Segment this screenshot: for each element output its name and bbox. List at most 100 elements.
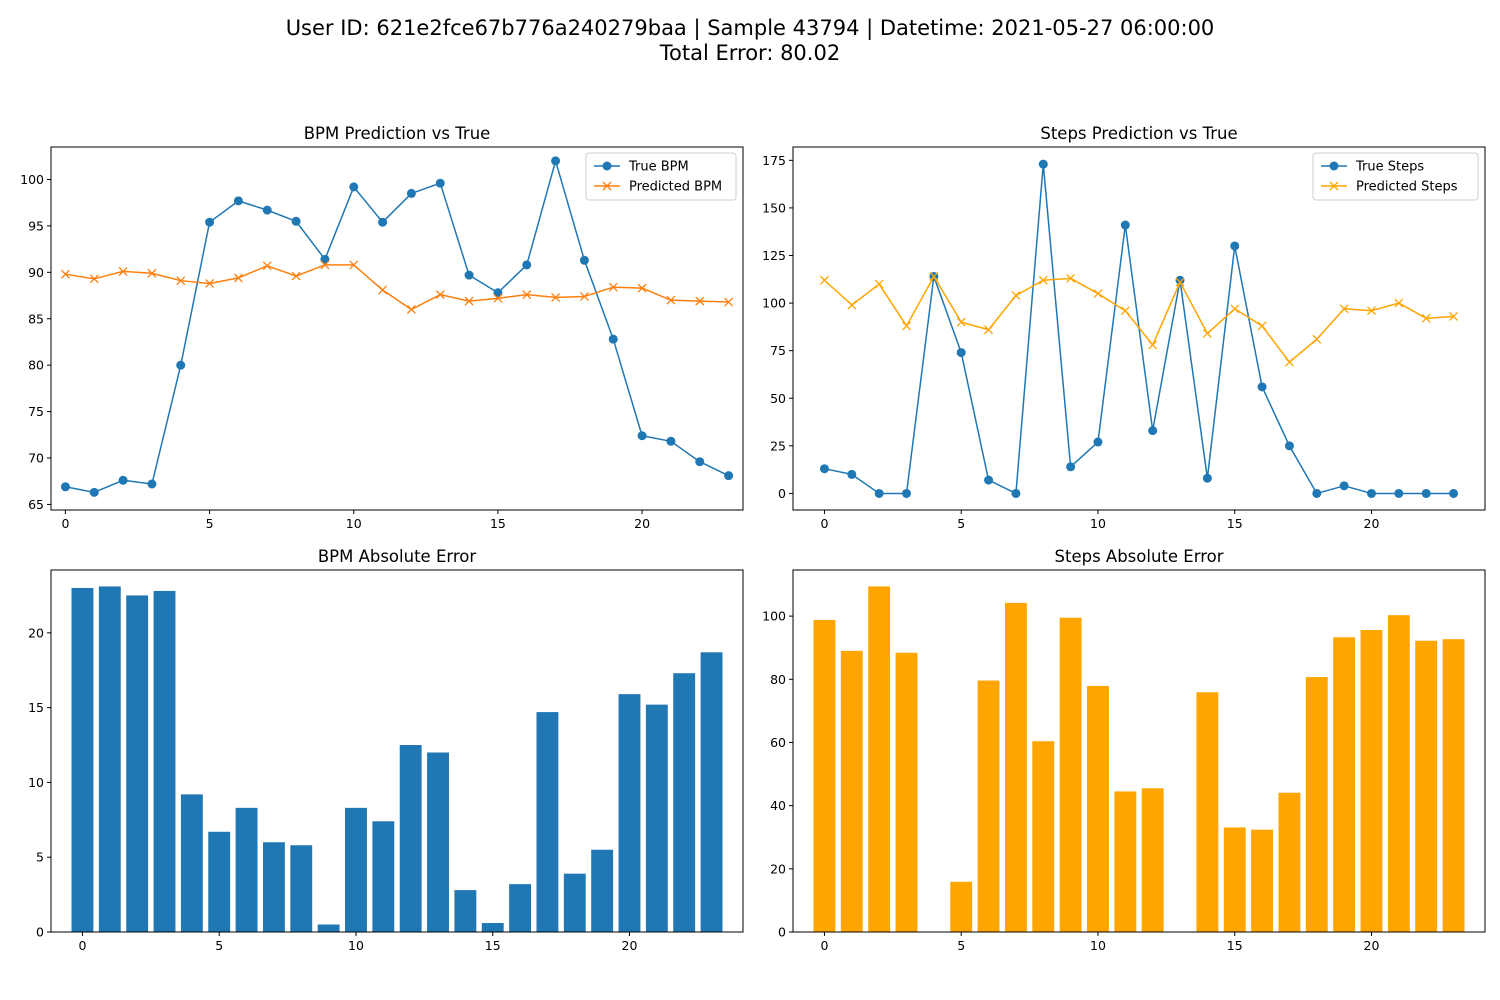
series-line: [65, 160, 729, 494]
bar: [262, 842, 285, 932]
panel-bpm-err: BPM Absolute Error 0 5 10 15 20 0 5 10 15 20: [28, 547, 744, 953]
legend-marker: [602, 161, 612, 171]
data-point: [1449, 311, 1459, 321]
legend-marker: [1329, 181, 1339, 191]
data-point: [847, 469, 857, 479]
x-tick-label: 20: [1364, 938, 1380, 953]
data-point: [291, 216, 301, 226]
data-point: [320, 260, 330, 270]
data-point: [819, 275, 829, 285]
data-point: [262, 205, 272, 215]
bar: [977, 680, 1000, 932]
data-point: [1066, 462, 1076, 472]
data-point: [819, 464, 829, 474]
bar: [1442, 639, 1465, 932]
data-point: [147, 479, 157, 489]
y-tick-label: 100: [20, 172, 44, 187]
bar: [618, 694, 641, 932]
figure-title-line1: User ID: 621e2fce67b776a240279baa | Samp…: [285, 16, 1215, 40]
data-point: [464, 296, 474, 306]
axes-frame: [792, 146, 1486, 511]
bar: [1360, 630, 1383, 932]
data-point: [378, 217, 388, 227]
y-tick-label: 0: [778, 486, 786, 501]
data-point: [89, 487, 99, 497]
data-point: [1011, 488, 1021, 498]
bar: [235, 807, 258, 932]
x-tick-label: 15: [1227, 938, 1243, 953]
panel-steps-err: Steps Absolute Error 0 5 10 15 20 0 20 40 60 80 100: [762, 547, 1486, 953]
x-tick-label: 15: [485, 938, 501, 953]
data-point: [435, 290, 445, 300]
data-point: [956, 317, 966, 327]
x-tick-label: 0: [820, 516, 828, 531]
data-point: [1367, 306, 1376, 316]
y-tick-label: 60: [770, 735, 786, 750]
y-tick-label: 75: [770, 343, 786, 358]
legend-label: Predicted BPM: [629, 180, 722, 195]
data-point: [1093, 437, 1103, 447]
data-point: [1394, 488, 1404, 498]
data-point: [608, 334, 618, 344]
bar: [1114, 791, 1137, 932]
data-point: [1284, 441, 1294, 451]
bar: [1032, 741, 1055, 932]
y-tick-label: 20: [770, 861, 786, 876]
data-point: [1230, 304, 1240, 314]
y-tick-label: 15: [28, 700, 44, 715]
bar: [591, 849, 614, 932]
panel-title: Steps Absolute Error: [1055, 547, 1224, 566]
data-point: [118, 266, 128, 276]
data-point: [579, 292, 589, 301]
bar: [1251, 829, 1274, 932]
legend-marker: [602, 181, 612, 191]
bar: [71, 587, 94, 932]
figure-title: User ID: 621e2fce67b776a240279baa | Samp…: [0, 16, 1500, 66]
data-point: [89, 274, 99, 284]
y-tick-label: 75: [28, 404, 44, 419]
panel-title: BPM Absolute Error: [318, 547, 477, 566]
data-point: [551, 156, 561, 166]
bar: [1087, 685, 1109, 932]
data-point: [176, 360, 186, 370]
data-point: [1066, 273, 1076, 283]
bar: [1196, 692, 1219, 932]
x-tick-label: 10: [348, 938, 364, 953]
data-point: [1339, 481, 1349, 491]
data-point: [984, 325, 994, 335]
bar: [813, 619, 836, 932]
data-point: [1449, 488, 1459, 498]
data-point: [1175, 277, 1185, 287]
y-tick-label: 95: [28, 218, 44, 233]
y-tick-label: 65: [28, 497, 44, 512]
data-point: [60, 482, 70, 492]
data-point: [406, 305, 416, 314]
legend-box: [585, 152, 737, 201]
x-tick-label: 20: [1364, 516, 1380, 531]
bar: [1278, 792, 1301, 932]
x-tick-label: 0: [820, 938, 828, 953]
data-point: [666, 436, 676, 446]
data-point: [1148, 426, 1158, 436]
bar: [317, 924, 340, 932]
panel-steps-line: Steps Prediction vs True 0 5 10 15 20 0 25 50 75 1…: [762, 124, 1486, 531]
y-tick-label: 70: [28, 451, 44, 466]
data-point: [233, 196, 243, 206]
data-point: [349, 260, 359, 270]
legend-label: True BPM: [628, 160, 689, 175]
bar: [427, 752, 449, 932]
y-tick-label: 90: [28, 265, 44, 280]
bar: [1415, 640, 1438, 932]
figure-title-line2: Total Error: 80.02: [659, 41, 841, 65]
bar: [454, 890, 477, 932]
y-tick-label: 0: [778, 925, 786, 940]
x-tick-label: 5: [215, 938, 223, 953]
legend: True BPM Predicted BPM: [585, 152, 737, 201]
bar: [1004, 602, 1027, 932]
data-point: [1257, 382, 1267, 392]
panel-title: Steps Prediction vs True: [1040, 124, 1237, 143]
x-tick-label: 10: [1090, 516, 1106, 531]
y-tick-label: 0: [36, 925, 44, 940]
bar: [1223, 827, 1246, 932]
